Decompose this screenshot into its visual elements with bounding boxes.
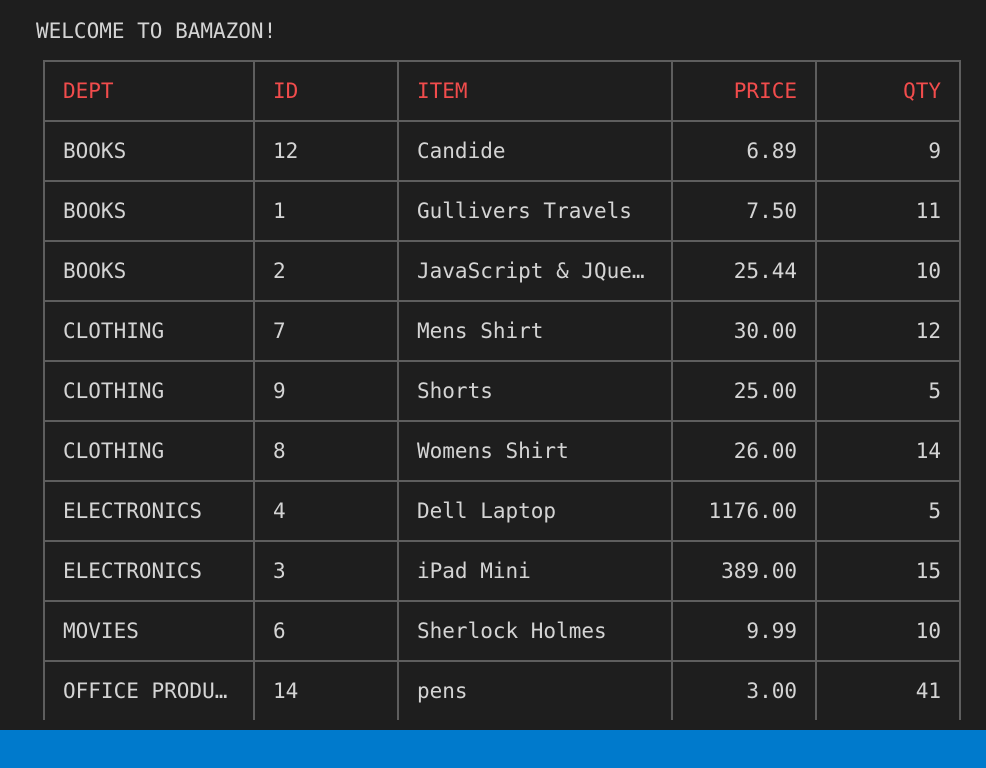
cell-dept: CLOTHING xyxy=(43,420,255,482)
cell-qty: 41 xyxy=(815,660,961,720)
welcome-message: WELCOME TO BAMAZON! xyxy=(36,19,277,43)
column-header-dept: DEPT xyxy=(43,60,255,122)
cell-price: 25.44 xyxy=(671,240,817,302)
cell-price: 6.89 xyxy=(671,120,817,182)
cell-dept: ELECTRONICS xyxy=(43,540,255,602)
cell-id: 2 xyxy=(253,240,399,302)
column-header-id: ID xyxy=(253,60,399,122)
cell-dept: BOOKS xyxy=(43,240,255,302)
cell-qty: 12 xyxy=(815,300,961,362)
cell-item: Shorts xyxy=(397,360,673,422)
table-row: BOOKS 1 Gullivers Travels 7.50 11 xyxy=(43,180,961,242)
table-row: BOOKS 2 JavaScript & JQue… 25.44 10 xyxy=(43,240,961,302)
cell-price: 26.00 xyxy=(671,420,817,482)
cell-qty: 9 xyxy=(815,120,961,182)
column-header-item: ITEM xyxy=(397,60,673,122)
cell-qty: 11 xyxy=(815,180,961,242)
cell-qty: 5 xyxy=(815,480,961,542)
cell-item: iPad Mini xyxy=(397,540,673,602)
cell-price: 7.50 xyxy=(671,180,817,242)
table-row: CLOTHING 8 Womens Shirt 26.00 14 xyxy=(43,420,961,482)
table-row: CLOTHING 9 Shorts 25.00 5 xyxy=(43,360,961,422)
cell-qty: 10 xyxy=(815,600,961,662)
cell-dept: BOOKS xyxy=(43,180,255,242)
cell-qty: 5 xyxy=(815,360,961,422)
cell-item: Mens Shirt xyxy=(397,300,673,362)
cell-price: 9.99 xyxy=(671,600,817,662)
cell-id: 9 xyxy=(253,360,399,422)
table-header: DEPT ID ITEM PRICE QTY xyxy=(43,60,961,122)
cell-qty: 10 xyxy=(815,240,961,302)
cell-item: Gullivers Travels xyxy=(397,180,673,242)
cell-dept: CLOTHING xyxy=(43,300,255,362)
cell-id: 8 xyxy=(253,420,399,482)
cell-price: 3.00 xyxy=(671,660,817,720)
cell-price: 30.00 xyxy=(671,300,817,362)
table-row: OFFICE PRODU… 14 pens 3.00 41 xyxy=(43,660,961,720)
cell-price: 25.00 xyxy=(671,360,817,422)
table-row: BOOKS 12 Candide 6.89 9 xyxy=(43,120,961,182)
table-body: BOOKS 12 Candide 6.89 9 BOOKS 1 Gulliver… xyxy=(43,120,961,720)
cell-price: 1176.00 xyxy=(671,480,817,542)
cell-dept: ELECTRONICS xyxy=(43,480,255,542)
cell-qty: 15 xyxy=(815,540,961,602)
cell-id: 1 xyxy=(253,180,399,242)
cell-dept: BOOKS xyxy=(43,120,255,182)
cell-item: JavaScript & JQue… xyxy=(397,240,673,302)
cell-id: 3 xyxy=(253,540,399,602)
cell-id: 7 xyxy=(253,300,399,362)
cell-item: Dell Laptop xyxy=(397,480,673,542)
cell-id: 6 xyxy=(253,600,399,662)
products-table: DEPT ID ITEM PRICE QTY BOOKS 12 Candide … xyxy=(43,60,961,720)
cell-id: 12 xyxy=(253,120,399,182)
cell-item: Sherlock Holmes xyxy=(397,600,673,662)
table-header-row: DEPT ID ITEM PRICE QTY xyxy=(43,60,961,122)
status-bar xyxy=(0,730,986,768)
cell-dept: MOVIES xyxy=(43,600,255,662)
cell-qty: 14 xyxy=(815,420,961,482)
cell-id: 4 xyxy=(253,480,399,542)
table-row: MOVIES 6 Sherlock Holmes 9.99 10 xyxy=(43,600,961,662)
cell-id: 14 xyxy=(253,660,399,720)
table-row: CLOTHING 7 Mens Shirt 30.00 12 xyxy=(43,300,961,362)
column-header-price: PRICE xyxy=(671,60,817,122)
cell-dept: CLOTHING xyxy=(43,360,255,422)
table-row: ELECTRONICS 3 iPad Mini 389.00 15 xyxy=(43,540,961,602)
table-row: ELECTRONICS 4 Dell Laptop 1176.00 5 xyxy=(43,480,961,542)
cell-item: Candide xyxy=(397,120,673,182)
cell-item: Womens Shirt xyxy=(397,420,673,482)
cell-price: 389.00 xyxy=(671,540,817,602)
cell-dept: OFFICE PRODU… xyxy=(43,660,255,720)
cell-item: pens xyxy=(397,660,673,720)
column-header-qty: QTY xyxy=(815,60,961,122)
